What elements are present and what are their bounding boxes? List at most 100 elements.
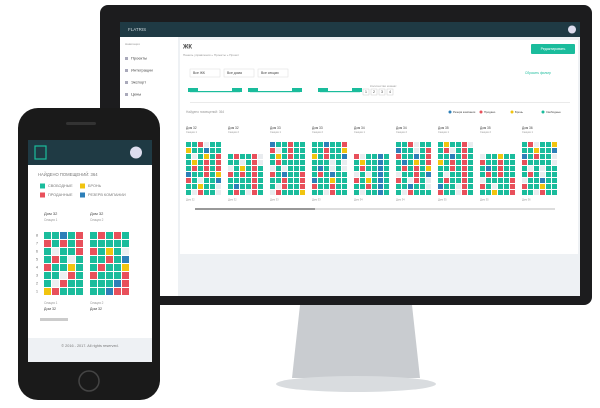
unit-cell[interactable]	[450, 172, 455, 177]
unit-cell[interactable]	[414, 154, 419, 159]
slider-handle[interactable]	[318, 88, 328, 92]
unit-cell[interactable]	[246, 172, 251, 177]
unit-cell[interactable]	[192, 142, 197, 147]
unit-cell[interactable]	[270, 160, 275, 165]
unit-cell[interactable]	[324, 160, 329, 165]
unit-cell[interactable]	[444, 178, 449, 183]
unit-cell[interactable]	[528, 160, 533, 165]
unit-cell[interactable]	[76, 288, 83, 295]
unit-cell[interactable]	[52, 264, 59, 271]
unit-cell[interactable]	[294, 184, 299, 189]
unit-cell[interactable]	[192, 166, 197, 171]
unit-cell[interactable]	[270, 184, 275, 189]
unit-cell[interactable]	[192, 178, 197, 183]
unit-cell[interactable]	[276, 178, 281, 183]
unit-cell[interactable]	[486, 154, 491, 159]
unit-cell[interactable]	[468, 178, 473, 183]
slider-handle[interactable]	[248, 88, 258, 92]
unit-cell[interactable]	[528, 172, 533, 177]
unit-cell[interactable]	[122, 264, 129, 271]
unit-cell[interactable]	[252, 184, 257, 189]
unit-cell[interactable]	[384, 172, 389, 177]
unit-cell[interactable]	[510, 184, 515, 189]
unit-cell[interactable]	[294, 166, 299, 171]
unit-cell[interactable]	[534, 166, 539, 171]
unit-cell[interactable]	[270, 148, 275, 153]
unit-cell[interactable]	[468, 190, 473, 195]
unit-cell[interactable]	[504, 190, 509, 195]
unit-cell[interactable]	[396, 190, 401, 195]
unit-cell[interactable]	[426, 160, 431, 165]
unit-cell[interactable]	[76, 240, 83, 247]
unit-cell[interactable]	[106, 256, 113, 263]
unit-cell[interactable]	[192, 190, 197, 195]
unit-cell[interactable]	[288, 154, 293, 159]
unit-cell[interactable]	[106, 288, 113, 295]
unit-cell[interactable]	[366, 172, 371, 177]
unit-cell[interactable]	[456, 190, 461, 195]
unit-cell[interactable]	[318, 154, 323, 159]
unit-cell[interactable]	[60, 256, 67, 263]
unit-cell[interactable]	[246, 178, 251, 183]
unit-cell[interactable]	[480, 172, 485, 177]
unit-cell[interactable]	[114, 240, 121, 247]
unit-cell[interactable]	[534, 148, 539, 153]
unit-cell[interactable]	[246, 154, 251, 159]
unit-cell[interactable]	[198, 166, 203, 171]
unit-cell[interactable]	[498, 178, 503, 183]
unit-cell[interactable]	[522, 142, 527, 147]
unit-cell[interactable]	[480, 184, 485, 189]
unit-cell[interactable]	[450, 190, 455, 195]
unit-cell[interactable]	[420, 160, 425, 165]
unit-cell[interactable]	[240, 178, 245, 183]
unit-cell[interactable]	[44, 280, 51, 287]
unit-cell[interactable]	[300, 166, 305, 171]
unit-cell[interactable]	[282, 166, 287, 171]
unit-cell[interactable]	[378, 154, 383, 159]
unit-cell[interactable]	[312, 154, 317, 159]
unit-cell[interactable]	[216, 154, 221, 159]
unit-cell[interactable]	[504, 178, 509, 183]
unit-cell[interactable]	[426, 154, 431, 159]
unit-cell[interactable]	[408, 190, 413, 195]
unit-cell[interactable]	[324, 172, 329, 177]
unit-cell[interactable]	[396, 154, 401, 159]
unit-cell[interactable]	[552, 184, 557, 189]
unit-cell[interactable]	[384, 190, 389, 195]
unit-cell[interactable]	[324, 166, 329, 171]
unit-cell[interactable]	[330, 154, 335, 159]
unit-cell[interactable]	[462, 148, 467, 153]
unit-cell[interactable]	[68, 264, 75, 271]
unit-cell[interactable]	[258, 154, 263, 159]
unit-cell[interactable]	[438, 148, 443, 153]
unit-cell[interactable]	[456, 142, 461, 147]
unit-cell[interactable]	[354, 166, 359, 171]
unit-cell[interactable]	[528, 142, 533, 147]
unit-cell[interactable]	[228, 190, 233, 195]
unit-cell[interactable]	[456, 154, 461, 159]
unit-cell[interactable]	[426, 178, 431, 183]
unit-cell[interactable]	[378, 166, 383, 171]
unit-cell[interactable]	[60, 232, 67, 239]
unit-cell[interactable]	[122, 272, 129, 279]
unit-cell[interactable]	[354, 154, 359, 159]
unit-cell[interactable]	[420, 190, 425, 195]
unit-cell[interactable]	[534, 160, 539, 165]
unit-cell[interactable]	[492, 166, 497, 171]
unit-cell[interactable]	[378, 184, 383, 189]
unit-cell[interactable]	[414, 142, 419, 147]
unit-cell[interactable]	[522, 148, 527, 153]
unit-cell[interactable]	[342, 178, 347, 183]
unit-cell[interactable]	[234, 184, 239, 189]
unit-cell[interactable]	[114, 272, 121, 279]
unit-cell[interactable]	[282, 154, 287, 159]
unit-cell[interactable]	[294, 178, 299, 183]
unit-cell[interactable]	[192, 148, 197, 153]
unit-cell[interactable]	[342, 148, 347, 153]
unit-cell[interactable]	[276, 190, 281, 195]
unit-cell[interactable]	[522, 184, 527, 189]
unit-cell[interactable]	[60, 280, 67, 287]
unit-cell[interactable]	[60, 272, 67, 279]
unit-cell[interactable]	[444, 184, 449, 189]
unit-cell[interactable]	[546, 142, 551, 147]
